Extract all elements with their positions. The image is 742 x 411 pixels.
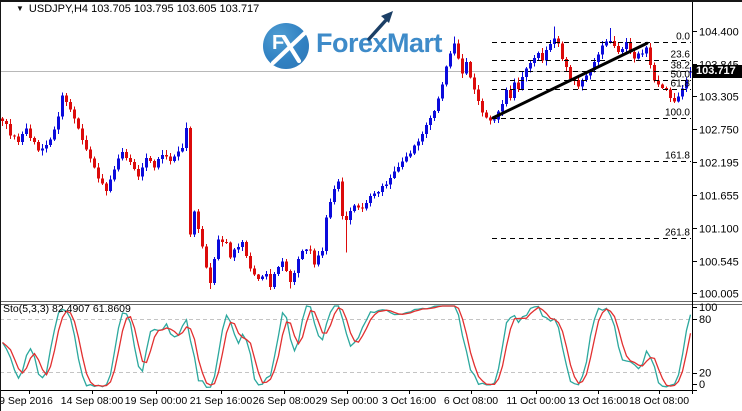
time-axis-label: 29 Sep 00:00 <box>316 395 379 407</box>
fib-level-label: 23.6 <box>671 50 691 61</box>
stoch-main-line <box>1 305 692 388</box>
price-axis-label: 102.195 <box>699 158 739 170</box>
time-axis-label: 26 Sep 08:00 <box>253 395 316 407</box>
fib-level-label: 38.2 <box>671 61 691 72</box>
stochastic-label: Sto(5,3,3) 82.4907 61.8609 <box>3 303 131 315</box>
fib-level-label: 61.8 <box>671 79 691 90</box>
stoch-signal-line <box>2 305 692 387</box>
fib-level-label: 100.0 <box>665 108 690 119</box>
fib-level-label: 0.0 <box>676 32 690 43</box>
time-axis-label: 3 Oct 16:00 <box>382 395 436 407</box>
axes <box>0 0 742 394</box>
current-price-tag: 103.717 <box>692 65 742 78</box>
stoch-axis-label: 80 <box>699 314 711 326</box>
time-axis-label: 18 Oct 08:00 <box>629 395 689 407</box>
fib-retracement[interactable]: 0.0 23.638.250.061.8 100.0 161.8 261.8 <box>492 32 691 239</box>
fib-level-label: 261.8 <box>665 228 690 239</box>
price-axis-label: 101.100 <box>699 224 739 236</box>
price-axis-label: 102.750 <box>699 125 739 137</box>
stoch-axis-label: 20 <box>699 368 711 380</box>
chart-title: ▼ USDJPY,H4 103.705 103.795 103.605 103.7… <box>16 3 259 15</box>
time-axis: 9 Sep 2016 14 Sep 08:00 19 Sep 00:00 21 Sep… <box>0 390 689 407</box>
forexmart-badge: F <box>263 23 311 69</box>
price-axis-label: 100.545 <box>699 257 739 269</box>
logo-arrow-icon <box>367 11 393 41</box>
fib-level-label: 50.0 <box>671 70 691 81</box>
price-axis-label: 101.655 <box>699 191 739 203</box>
forexmart-wordmark: ForexMart <box>316 28 443 58</box>
stoch-axis-label: 0 <box>699 379 705 391</box>
forexmart-logo: F ForexMart <box>260 2 470 70</box>
price-axis-label: 103.305 <box>699 92 739 104</box>
candlestick-series <box>1 26 692 290</box>
badge-x-glyph <box>270 27 311 66</box>
symbol-dropdown-icon[interactable]: ▼ <box>16 4 24 13</box>
time-axis-label: 14 Sep 08:00 <box>61 395 124 407</box>
ohlc-readout: USDJPY,H4 103.705 103.795 103.605 103.71… <box>28 3 260 15</box>
time-axis-label: 19 Sep 00:00 <box>125 395 188 407</box>
fib-level-label: 161.8 <box>665 151 690 162</box>
time-axis-label: 11 Oct 00:00 <box>506 395 566 407</box>
time-axis-label: 21 Sep 16:00 <box>190 395 253 407</box>
price-axis-label: 100.005 <box>699 289 739 301</box>
time-axis-label: 6 Oct 08:00 <box>444 395 498 407</box>
time-axis-label: 9 Sep 2016 <box>0 395 53 407</box>
badge-letter: F <box>272 32 285 54</box>
price-axis-label: 104.400 <box>699 27 739 39</box>
stoch-axis-label: 100 <box>699 302 717 314</box>
time-axis-label: 13 Oct 16:00 <box>568 395 628 407</box>
trend-line[interactable] <box>491 41 649 120</box>
